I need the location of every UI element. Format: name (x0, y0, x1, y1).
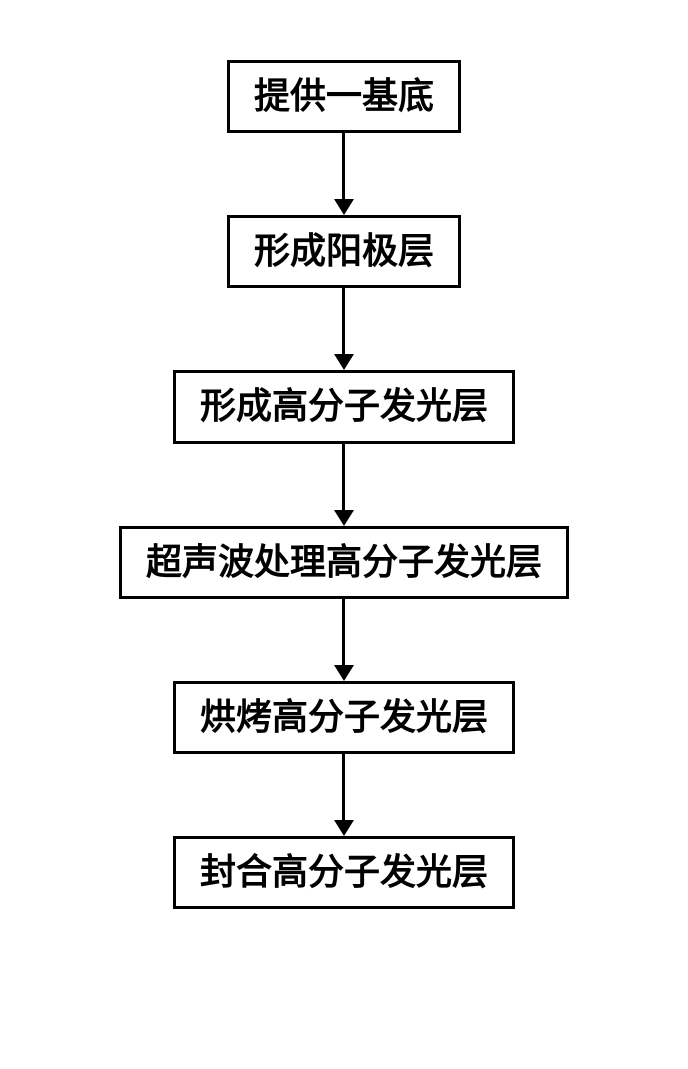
step-label: 烘烤高分子发光层 (200, 697, 488, 737)
step-label: 形成高分子发光层 (200, 386, 488, 426)
arrow-2 (334, 288, 354, 370)
flowchart-step-1: 提供一基底 (227, 60, 461, 133)
arrow-3 (334, 444, 354, 526)
arrow-head-icon (334, 354, 354, 370)
arrow-head-icon (334, 510, 354, 526)
flowchart-step-4: 超声波处理高分子发光层 (119, 526, 569, 599)
arrow-head-icon (334, 820, 354, 836)
arrow-1 (334, 133, 354, 215)
flowchart-container: 提供一基底 形成阳极层 形成高分子发光层 超声波处理高分子发光层 烘烤高分子发光… (119, 60, 569, 909)
arrow-line (342, 444, 345, 510)
step-label: 提供一基底 (254, 76, 434, 116)
arrow-line (342, 599, 345, 665)
arrow-head-icon (334, 199, 354, 215)
flowchart-step-5: 烘烤高分子发光层 (173, 681, 515, 754)
arrow-4 (334, 599, 354, 681)
arrow-line (342, 288, 345, 354)
step-label: 封合高分子发光层 (200, 852, 488, 892)
arrow-line (342, 133, 345, 199)
arrow-head-icon (334, 665, 354, 681)
step-label: 形成阳极层 (254, 231, 434, 271)
flowchart-step-6: 封合高分子发光层 (173, 836, 515, 909)
flowchart-step-2: 形成阳极层 (227, 215, 461, 288)
step-label: 超声波处理高分子发光层 (146, 542, 542, 582)
flowchart-step-3: 形成高分子发光层 (173, 370, 515, 443)
arrow-line (342, 754, 345, 820)
arrow-5 (334, 754, 354, 836)
